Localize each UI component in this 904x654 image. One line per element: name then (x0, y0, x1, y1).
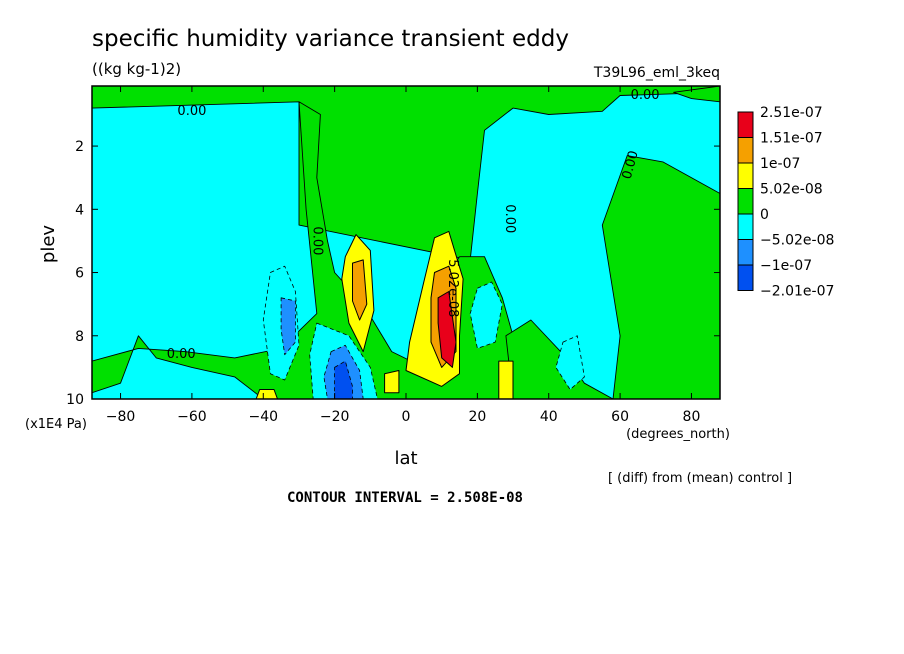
chart-title: specific humidity variance transient edd… (92, 26, 569, 52)
x-tick-label: −20 (320, 409, 350, 425)
legend-swatch (737, 137, 754, 164)
y-axis: 2 4 6 8 10 (66, 139, 720, 408)
x-axis-label: lat (394, 448, 417, 469)
run-label: T39L96_eml_3keq (593, 65, 720, 81)
legend-swatch (737, 213, 754, 240)
y-tick-label: 4 (75, 202, 84, 218)
footer-note: [ (diff) from (mean) control ] (608, 471, 792, 486)
legend-label: −2.01e-07 (760, 284, 834, 300)
y-tick-label: 10 (66, 392, 84, 408)
y-tick-label: 8 (75, 329, 84, 345)
contour-region (555, 335, 585, 390)
x-tick-label: −80 (106, 409, 136, 425)
legend-label: 5.02e-08 (760, 182, 823, 198)
x-tick-label: 20 (468, 409, 486, 425)
contour-region (498, 360, 514, 399)
y-axis-units: (x1E4 Pa) (25, 417, 87, 432)
contour-region (334, 360, 353, 399)
contour-label: 0.00 (309, 226, 324, 255)
contour-region (601, 155, 720, 399)
contour-interval: CONTOUR INTERVAL = 2.508E-08 (287, 490, 523, 506)
legend-label: 1e-07 (760, 156, 800, 172)
x-tick-label: −40 (248, 409, 278, 425)
contour-label: 0.00 (620, 149, 642, 181)
y-axis-label: plev (38, 225, 59, 264)
contour-labels: 0.00 0.00 0.00 0.00 0.00 0.00 5.02e-08 (167, 88, 660, 362)
legend-label: −5.02e-08 (760, 233, 834, 249)
contour-label: 0.00 (631, 88, 660, 103)
contour-region (673, 86, 720, 103)
contour-region (384, 370, 400, 394)
legend-swatch (737, 162, 754, 189)
contour-label: 0.00 (502, 204, 517, 233)
x-tick-label: −60 (177, 409, 207, 425)
legend-label: 0 (760, 207, 769, 223)
y-tick-label: 2 (75, 139, 84, 155)
contour-region (437, 291, 457, 368)
x-axis: −80 −60 −40 −20 0 20 40 60 80 (106, 86, 701, 425)
chart-subtitle: ((kg kg-1)2) (92, 60, 181, 78)
legend-swatch (737, 239, 754, 266)
x-tick-label: 60 (611, 409, 629, 425)
contour-label: 0.00 (167, 347, 196, 362)
contour-label: 0.00 (177, 104, 206, 119)
contour-region (280, 297, 296, 356)
legend-label: −1e-07 (760, 258, 812, 274)
legend-swatch (737, 264, 754, 291)
legend-label: 1.51e-07 (760, 131, 823, 147)
contour-region (255, 389, 278, 399)
colorbar-legend: 2.51e-07 1.51e-07 1e-07 5.02e-08 0 −5.02e-08 −… (737, 105, 834, 300)
y-tick-label: 6 (75, 266, 84, 282)
plot-area (92, 86, 720, 399)
x-tick-label: 0 (402, 409, 411, 425)
contour-region (352, 259, 368, 321)
x-axis-units: (degrees_north) (626, 427, 730, 442)
x-tick-label: 40 (540, 409, 558, 425)
x-tick-label: 80 (683, 409, 701, 425)
contour-label: 5.02e-08 (445, 259, 460, 317)
contour-region (469, 281, 503, 349)
legend-swatch (737, 188, 754, 215)
legend-label: 2.51e-07 (760, 105, 823, 121)
legend-swatch (737, 111, 754, 138)
